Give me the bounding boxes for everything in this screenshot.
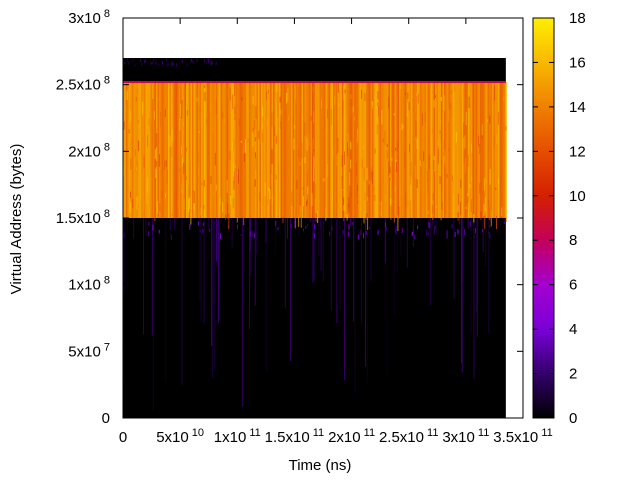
x-tick-label: 2x10 11 bbox=[328, 427, 375, 446]
x-axis-label: Time (ns) bbox=[289, 457, 352, 474]
heatmap-top-specks bbox=[124, 58, 217, 67]
y-tick-label: 1.5x10 8 bbox=[56, 208, 110, 227]
heatmap-band-texture bbox=[123, 82, 507, 232]
y-tick-label: 2.5x10 8 bbox=[56, 75, 110, 94]
colorbar-tick-label: 10 bbox=[569, 188, 586, 205]
heatmap-sparse-streaks bbox=[123, 218, 505, 411]
x-tick-label: 1.5x10 11 bbox=[265, 427, 325, 446]
x-tick-label: 0 bbox=[119, 429, 127, 446]
colorbar-tick-label: 18 bbox=[569, 10, 586, 27]
heatmap-band-edge bbox=[123, 81, 506, 83]
colorbar-tick-label: 14 bbox=[569, 99, 586, 116]
colorbar-tick-label: 6 bbox=[569, 277, 577, 294]
y-tick-label: 2x10 8 bbox=[68, 141, 110, 160]
colorbar-tick-label: 4 bbox=[569, 321, 577, 338]
colorbar-tick-label: 2 bbox=[569, 366, 577, 383]
colorbar-tick-label: 16 bbox=[569, 54, 586, 71]
colorbar-tick-label: 0 bbox=[569, 410, 577, 427]
x-tick-label: 1x10 11 bbox=[214, 427, 261, 446]
y-tick-label: 3x10 8 bbox=[68, 8, 110, 27]
y-tick-label: 0 bbox=[102, 410, 110, 427]
colorbar-tick-label: 12 bbox=[569, 143, 586, 160]
heatmap-region bbox=[123, 58, 506, 82]
x-tick-label: 2.5x10 11 bbox=[379, 427, 439, 446]
y-axis-label: Virtual Address (bytes) bbox=[8, 144, 25, 295]
x-tick-label: 3.5x10 11 bbox=[493, 427, 553, 446]
x-tick-label: 3x10 11 bbox=[442, 427, 489, 446]
x-tick-label: 5x10 10 bbox=[156, 427, 204, 446]
colorbar-tick-label: 8 bbox=[569, 232, 577, 249]
y-tick-label: 1x10 8 bbox=[68, 275, 110, 294]
y-tick-label: 5x10 7 bbox=[68, 341, 110, 360]
colorbar bbox=[532, 17, 555, 419]
